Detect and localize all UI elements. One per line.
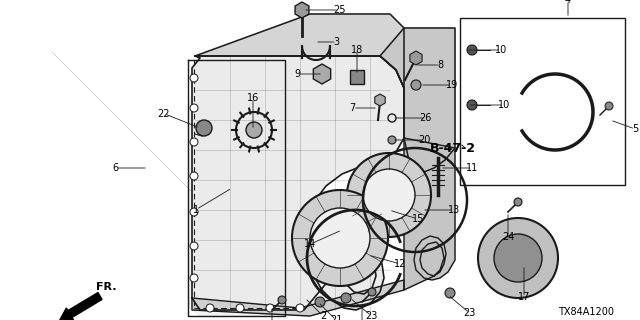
- Text: 18: 18: [351, 45, 363, 55]
- Text: 21: 21: [330, 315, 342, 320]
- Polygon shape: [195, 14, 404, 88]
- Circle shape: [411, 80, 421, 90]
- Circle shape: [190, 138, 198, 146]
- Text: FR.: FR.: [96, 282, 116, 292]
- Text: 12: 12: [394, 259, 406, 269]
- Text: 3: 3: [333, 37, 340, 47]
- Text: 9: 9: [295, 69, 301, 79]
- Polygon shape: [380, 28, 455, 174]
- Text: 19: 19: [446, 80, 458, 90]
- Circle shape: [514, 198, 522, 206]
- Circle shape: [292, 190, 388, 286]
- Text: 4: 4: [565, 0, 571, 5]
- Circle shape: [363, 169, 415, 221]
- Circle shape: [190, 274, 198, 282]
- Polygon shape: [192, 280, 404, 316]
- Text: 5: 5: [632, 124, 638, 134]
- Text: 25: 25: [333, 5, 345, 15]
- Bar: [460, 18, 625, 185]
- Text: 26: 26: [419, 113, 431, 123]
- Text: 15: 15: [412, 214, 424, 224]
- Text: TX84A1200: TX84A1200: [558, 307, 614, 317]
- Text: 10: 10: [495, 45, 507, 55]
- Polygon shape: [192, 56, 404, 310]
- Text: 17: 17: [518, 292, 530, 302]
- Text: 7: 7: [349, 103, 356, 113]
- Text: 23: 23: [463, 308, 476, 318]
- Circle shape: [368, 288, 376, 296]
- FancyArrow shape: [60, 292, 102, 320]
- Circle shape: [445, 288, 455, 298]
- Circle shape: [196, 120, 212, 136]
- Circle shape: [467, 100, 477, 110]
- Text: 14: 14: [303, 239, 316, 249]
- Circle shape: [266, 304, 274, 312]
- Circle shape: [246, 122, 262, 138]
- Circle shape: [236, 304, 244, 312]
- Text: 13: 13: [448, 205, 461, 215]
- Text: 16: 16: [247, 92, 259, 103]
- Text: 10: 10: [498, 100, 510, 110]
- Circle shape: [296, 304, 304, 312]
- Text: 11: 11: [467, 163, 479, 173]
- Circle shape: [190, 74, 198, 82]
- Text: B-47-2: B-47-2: [430, 141, 476, 155]
- Circle shape: [310, 208, 370, 268]
- Text: 8: 8: [437, 60, 444, 70]
- Circle shape: [478, 218, 558, 298]
- Circle shape: [190, 104, 198, 112]
- Circle shape: [467, 45, 477, 55]
- Circle shape: [494, 234, 542, 282]
- Bar: [350, 70, 364, 84]
- Circle shape: [190, 208, 198, 216]
- Circle shape: [388, 136, 396, 144]
- Circle shape: [206, 304, 214, 312]
- Text: 22: 22: [157, 108, 170, 119]
- Text: 23: 23: [365, 311, 378, 320]
- Circle shape: [605, 102, 613, 110]
- Text: 2: 2: [320, 311, 326, 320]
- Polygon shape: [404, 138, 455, 290]
- Circle shape: [315, 297, 325, 307]
- Circle shape: [190, 242, 198, 250]
- Text: 20: 20: [418, 135, 431, 145]
- Text: 6: 6: [113, 163, 118, 173]
- Text: 1: 1: [193, 204, 199, 215]
- Circle shape: [190, 172, 198, 180]
- Text: 24: 24: [502, 232, 514, 242]
- Polygon shape: [188, 52, 394, 316]
- Circle shape: [347, 153, 431, 237]
- Circle shape: [278, 296, 286, 304]
- Circle shape: [341, 293, 351, 303]
